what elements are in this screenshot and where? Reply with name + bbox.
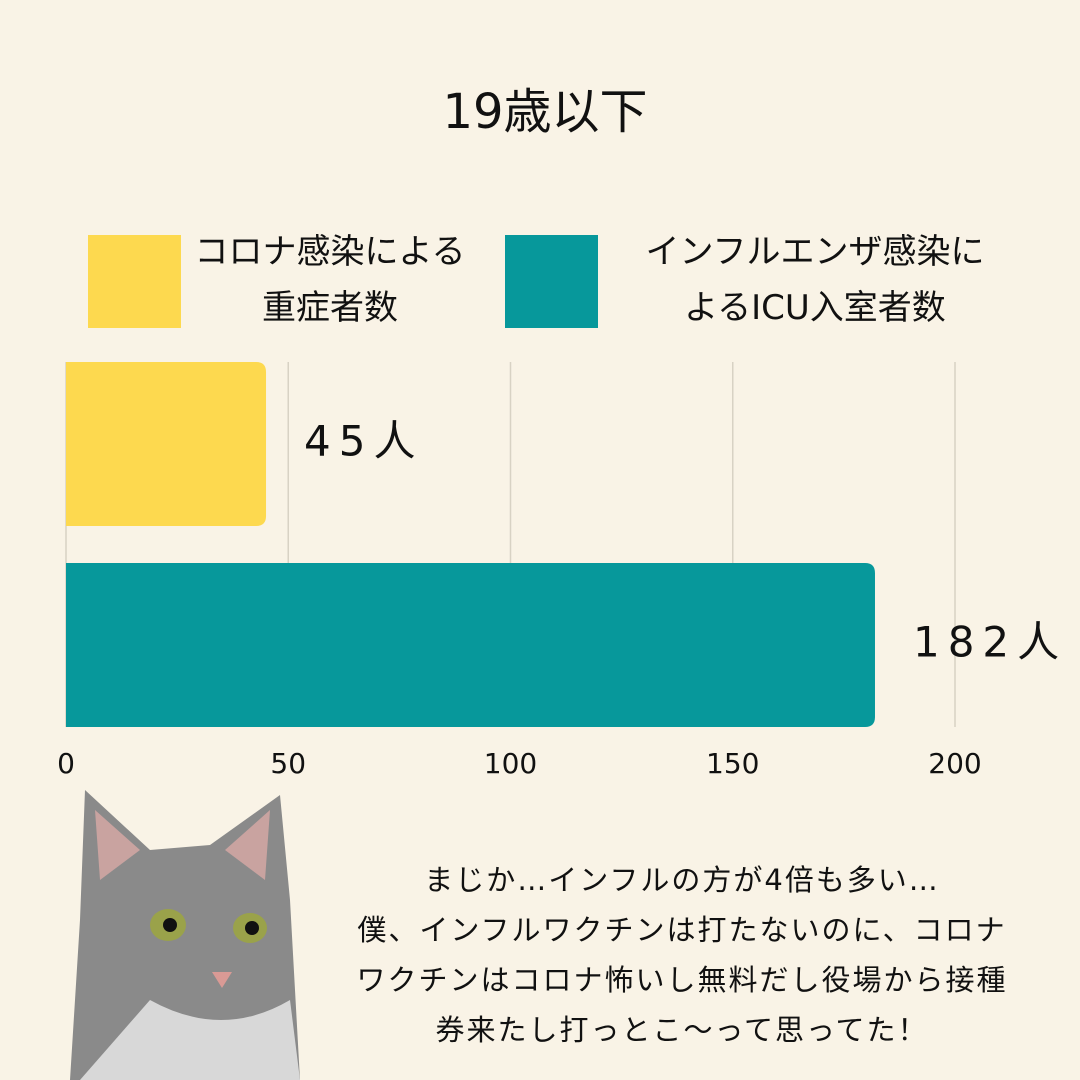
x-tick-label: 100 bbox=[484, 747, 537, 780]
value-label: 45人 bbox=[304, 417, 423, 466]
value-label: 182人 bbox=[913, 618, 1067, 667]
annotation: まじか…インフルの方が4倍も多い… bbox=[424, 863, 940, 897]
bar bbox=[66, 563, 875, 727]
chart-title: 19歳以下 bbox=[442, 84, 647, 140]
x-tick-label: 200 bbox=[928, 747, 981, 780]
annotation: ワクチンはコロナ怖いし無料だし役場から接種 bbox=[356, 963, 1007, 997]
legend-swatch bbox=[505, 235, 598, 328]
x-tick-label: 0 bbox=[57, 747, 75, 780]
x-tick-label: 150 bbox=[706, 747, 759, 780]
bar bbox=[66, 362, 267, 526]
cat-illustration bbox=[70, 790, 300, 1080]
annotation: 僕、インフルワクチンは打たないのに、コロナ bbox=[357, 913, 1006, 947]
legend-swatch bbox=[88, 235, 181, 328]
x-tick-label: 50 bbox=[270, 747, 306, 780]
annotation: 券来たし打っとこ〜って思ってた！ bbox=[435, 1013, 928, 1047]
legend-label: インフルエンザ感染によるICU入室者数 bbox=[645, 232, 985, 328]
legend-label: コロナ感染による重症者数 bbox=[194, 232, 466, 328]
